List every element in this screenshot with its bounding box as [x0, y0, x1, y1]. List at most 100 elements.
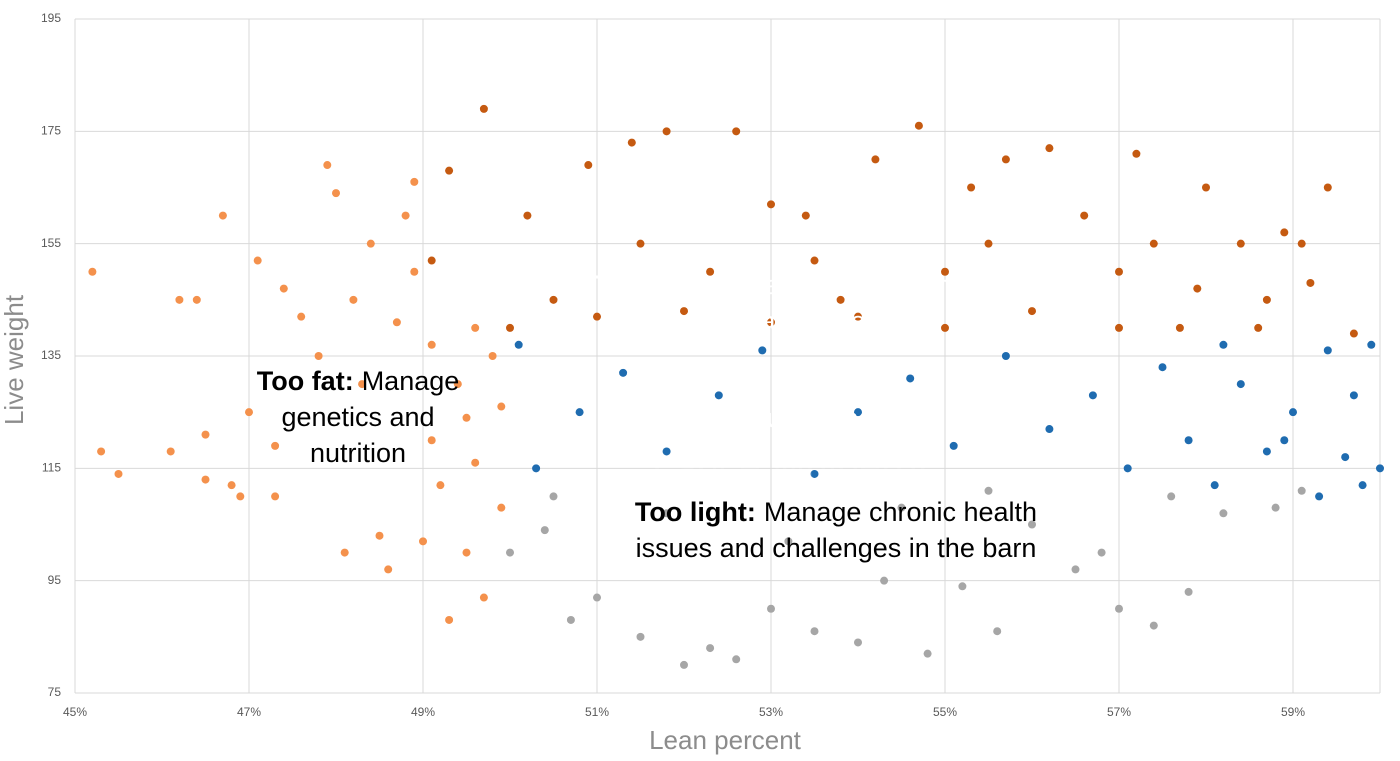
x-tick-label: 53%: [759, 705, 783, 719]
point: [1280, 436, 1289, 445]
annotation: or transportation problems: [622, 306, 937, 336]
annotation: No discount or penalty: [662, 403, 931, 433]
point: [297, 312, 306, 321]
point: [662, 447, 671, 456]
point: [880, 576, 889, 585]
point: [97, 447, 106, 456]
point: [340, 548, 349, 557]
point: [1202, 183, 1210, 192]
point: [949, 441, 958, 450]
point: [810, 469, 819, 478]
annotation-bold: Too fat:: [257, 366, 354, 396]
annotation-text: No discount or penalty: [662, 403, 931, 433]
x-tick-label: 47%: [237, 705, 261, 719]
point: [1123, 464, 1132, 473]
point: [1323, 183, 1332, 192]
annotation-text: Manage chronic health: [764, 497, 1037, 527]
point: [941, 267, 949, 276]
point: [384, 565, 393, 574]
point: [166, 447, 175, 456]
point: [1158, 363, 1167, 372]
point: [1262, 295, 1271, 304]
point: [253, 256, 262, 265]
point: [1167, 492, 1176, 501]
point: [636, 239, 645, 248]
point: [479, 593, 488, 602]
x-tick-label: 55%: [933, 705, 957, 719]
annotation: genetics and: [281, 402, 434, 432]
point: [923, 649, 932, 658]
point: [584, 161, 593, 170]
point: [575, 408, 584, 417]
point: [732, 127, 741, 136]
point: [854, 638, 862, 647]
y-axis-label: Live weight: [0, 294, 29, 425]
point: [636, 632, 645, 641]
point: [358, 380, 367, 389]
annotation-text: nutrition: [310, 438, 406, 468]
point: [462, 413, 471, 422]
point: [401, 211, 410, 220]
point: [914, 121, 923, 130]
point: [1045, 144, 1054, 153]
point: [836, 295, 845, 304]
point: [506, 548, 514, 557]
annotation-text: issues and challenges in the barn: [636, 533, 1037, 563]
annotation: Too light: Manage chronic health: [635, 497, 1037, 527]
point: [958, 582, 967, 591]
annotation: issues and challenges in the barn: [636, 533, 1037, 563]
point: [1306, 278, 1315, 287]
point: [488, 352, 497, 360]
point: [323, 161, 332, 170]
point: [436, 481, 445, 490]
point: [627, 138, 636, 147]
point: [540, 526, 549, 535]
point: [479, 104, 488, 113]
y-tick-label: 155: [41, 236, 61, 250]
point: [1028, 307, 1036, 316]
annotation-text: Manage: [362, 366, 460, 396]
annotation-bold: Too heavy:: [594, 270, 735, 300]
point: [767, 200, 775, 209]
point: [410, 177, 419, 186]
point: [1262, 447, 1271, 456]
x-tick-label: 59%: [1281, 705, 1305, 719]
point: [201, 475, 210, 484]
point: [532, 464, 541, 473]
point: [1097, 548, 1106, 557]
point: [349, 295, 358, 304]
point: [1175, 323, 1184, 332]
point: [1219, 509, 1228, 518]
point: [523, 211, 532, 220]
y-tick-label: 195: [41, 11, 61, 25]
point: [332, 189, 340, 198]
x-tick-label: 51%: [585, 705, 609, 719]
point: [854, 408, 862, 417]
point: [245, 408, 253, 417]
y-tick-label: 75: [48, 685, 62, 699]
point: [1280, 228, 1289, 237]
point: [810, 627, 819, 636]
point: [906, 374, 915, 383]
point: [271, 492, 280, 501]
annotation: nutrition: [310, 438, 406, 468]
point: [767, 318, 775, 327]
point: [706, 644, 715, 653]
point: [1001, 155, 1010, 164]
point: [1297, 239, 1306, 248]
annotation-bold: Too light:: [635, 497, 756, 527]
point: [1149, 239, 1158, 248]
point: [1323, 346, 1332, 355]
annotation: Too fat: Manage: [257, 366, 460, 396]
point: [662, 127, 671, 136]
annotation: Too heavy: Manage marketing: [594, 270, 966, 300]
point: [279, 284, 288, 293]
point: [375, 531, 384, 540]
point: [271, 441, 280, 450]
point: [758, 346, 767, 355]
point: [1115, 267, 1123, 276]
point: [549, 295, 558, 304]
y-tick-label: 95: [48, 573, 62, 587]
point: [1210, 481, 1219, 490]
point: [871, 155, 880, 164]
